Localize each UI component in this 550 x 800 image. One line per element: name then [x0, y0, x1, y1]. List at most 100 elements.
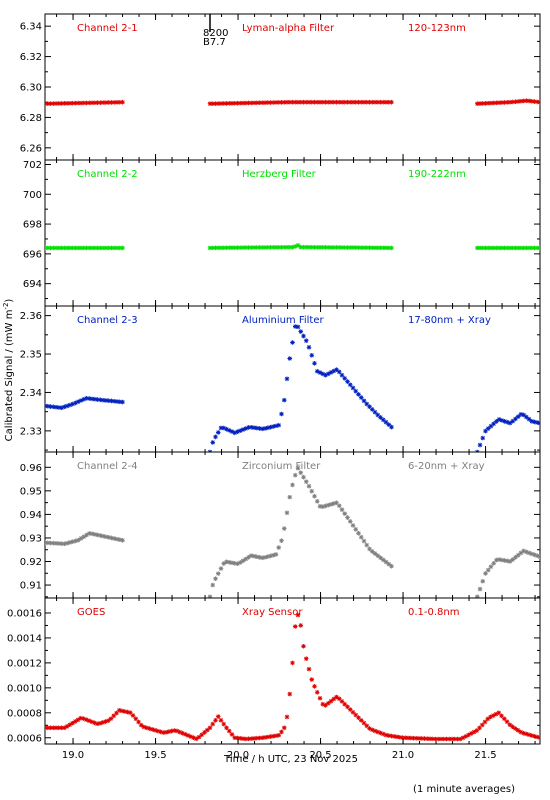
data-point: [369, 549, 375, 554]
data-point: [518, 550, 524, 556]
data-point: [284, 244, 290, 250]
data-point: [491, 561, 496, 566]
data-point: [383, 732, 389, 738]
data-point: [391, 734, 397, 739]
data-point: [483, 101, 488, 106]
data-point: [64, 724, 70, 729]
data-point: [518, 245, 524, 251]
data-point: [402, 735, 408, 741]
data-point: [72, 719, 78, 724]
data-point: [389, 563, 394, 569]
data-point: [180, 730, 185, 736]
data-point: [232, 735, 238, 741]
data-point: [475, 101, 480, 107]
data-point: [273, 552, 279, 557]
data-point: [284, 376, 290, 382]
data-point: [81, 100, 87, 106]
data-point: [67, 245, 73, 251]
data-point: [109, 398, 114, 404]
data-point: [301, 474, 306, 480]
data-point: [105, 718, 111, 723]
data-point: [499, 245, 505, 251]
panel-frame: [44, 597, 541, 745]
data-point: [369, 99, 375, 105]
data-point: [117, 245, 123, 251]
data-point: [100, 245, 106, 251]
data-point: [320, 245, 326, 250]
data-point: [75, 717, 81, 723]
data-point: [515, 245, 521, 251]
data-point: [480, 101, 486, 106]
data-point: [416, 736, 422, 741]
data-point: [92, 245, 98, 251]
data-point: [224, 245, 229, 251]
data-point: [521, 730, 526, 736]
data-point: [507, 420, 513, 426]
data-point: [174, 728, 180, 734]
data-point: [114, 100, 120, 105]
data-point: [243, 100, 249, 106]
data-point: [218, 245, 224, 251]
data-point: [510, 724, 515, 730]
data-point: [45, 101, 51, 106]
data-point: [83, 717, 89, 722]
data-point: [485, 426, 491, 431]
data-point: [499, 418, 505, 423]
data-point: [342, 701, 348, 707]
marker-label-1: 8200: [203, 28, 228, 39]
data-point: [356, 715, 361, 720]
y-tick-label: 694: [23, 279, 42, 290]
data-point: [529, 418, 535, 424]
y-tick-label: 0.0008: [7, 708, 42, 719]
data-point: [221, 101, 227, 106]
data-point: [248, 736, 254, 741]
data-point: [309, 488, 315, 494]
data-point: [488, 245, 494, 251]
data-point: [494, 245, 499, 251]
data-point: [290, 99, 295, 105]
data-point: [73, 538, 78, 544]
data-point: [485, 245, 491, 251]
data-point: [523, 731, 529, 737]
data-point: [504, 245, 510, 251]
data-point: [120, 399, 125, 405]
data-point: [276, 422, 282, 428]
x-tick-label: 20.5: [309, 750, 331, 761]
data-point: [89, 531, 95, 537]
data-point: [510, 245, 516, 251]
data-point: [257, 426, 262, 431]
data-point: [513, 245, 518, 251]
data-point: [292, 99, 298, 105]
data-point: [45, 725, 51, 731]
data-point: [98, 100, 103, 105]
data-point: [518, 729, 524, 735]
data-point: [262, 735, 268, 740]
data-point: [221, 561, 227, 566]
data-point: [59, 245, 64, 251]
data-point: [309, 244, 315, 250]
data-point: [314, 690, 320, 695]
data-point: [314, 498, 320, 504]
data-point: [474, 728, 480, 733]
data-point: [526, 732, 532, 738]
data-point: [262, 245, 268, 250]
data-point: [526, 416, 532, 422]
data-point: [254, 245, 260, 250]
data-point: [62, 101, 67, 106]
data-point: [364, 542, 370, 548]
data-point: [48, 101, 53, 106]
data-point: [257, 245, 262, 250]
data-point: [526, 550, 532, 556]
data-point: [98, 533, 103, 538]
data-point: [64, 245, 70, 251]
data-point: [248, 424, 254, 430]
panel-1: 6.26 6.28 6.30 6.32 6.34 Channel 2-1 Lyman-alp…: [20, 13, 541, 161]
data-point: [485, 100, 491, 106]
data-point: [306, 345, 312, 350]
data-point: [155, 728, 161, 734]
data-point: [84, 532, 89, 538]
data-point: [257, 100, 262, 106]
data-point: [364, 401, 370, 407]
data-point: [51, 404, 56, 410]
data-point: [312, 244, 317, 250]
